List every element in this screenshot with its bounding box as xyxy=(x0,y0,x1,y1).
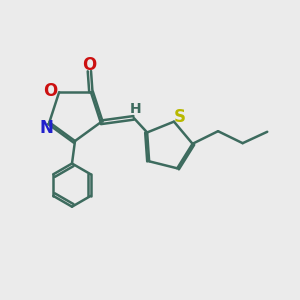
Text: H: H xyxy=(129,102,141,116)
Text: O: O xyxy=(43,82,57,100)
Text: N: N xyxy=(39,119,53,137)
Text: S: S xyxy=(174,108,186,126)
Text: O: O xyxy=(82,56,97,74)
